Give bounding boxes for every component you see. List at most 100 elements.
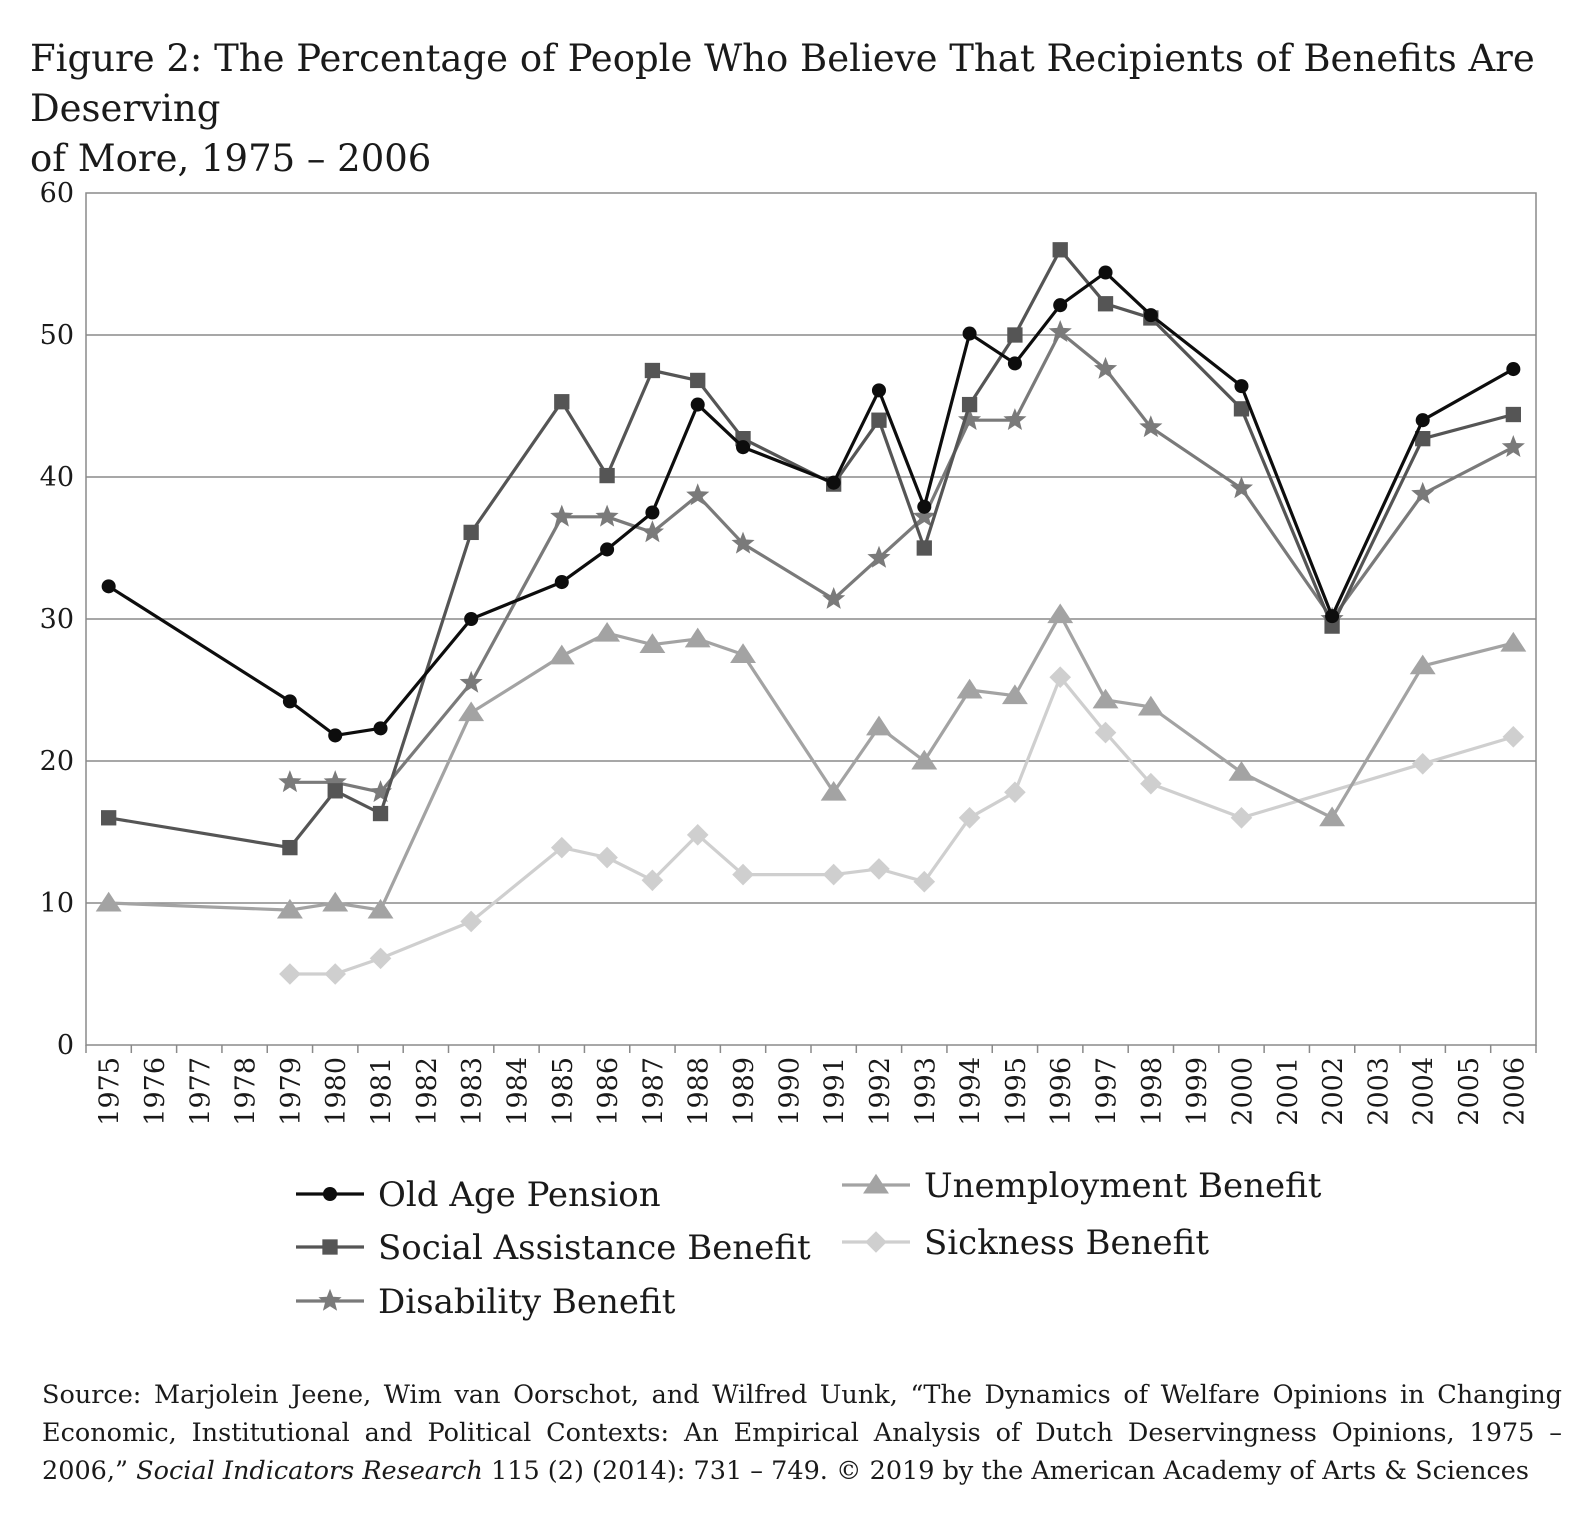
chart-title-line-2: of More, 1975 – 2006 bbox=[30, 137, 432, 180]
legend-item-social-assistance-benefit: Social Assistance Benefit bbox=[296, 1228, 811, 1268]
data-point-triangle bbox=[1137, 695, 1164, 716]
data-point-circle bbox=[328, 728, 343, 743]
data-point-triangle bbox=[1409, 654, 1436, 675]
data-point-triangle bbox=[1001, 684, 1028, 705]
data-point-diamond bbox=[686, 824, 709, 846]
legend-label: Old Age Pension bbox=[378, 1175, 661, 1215]
data-point-circle bbox=[322, 1186, 338, 1202]
series-line bbox=[289, 330, 1515, 794]
data-point-circle bbox=[690, 397, 705, 412]
series-old-age-pension bbox=[101, 265, 1521, 743]
legend-item-unemployment-benefit: Unemployment Benefit bbox=[842, 1166, 1322, 1206]
data-point-star bbox=[958, 408, 982, 430]
data-point-star bbox=[912, 504, 936, 527]
data-point-diamond bbox=[1049, 666, 1072, 689]
data-point-diamond bbox=[324, 963, 347, 985]
data-point-circle bbox=[373, 721, 388, 736]
series-unemployment-benefit bbox=[95, 603, 1527, 919]
data-point-star bbox=[1501, 435, 1525, 457]
data-point-diamond bbox=[369, 947, 392, 970]
x-tick-label: 2003 bbox=[1363, 1057, 1394, 1126]
data-point-triangle bbox=[863, 1173, 889, 1194]
legend-label: Social Assistance Benefit bbox=[378, 1228, 811, 1268]
source-journal: Social Indicators Research bbox=[136, 1456, 483, 1486]
series-line bbox=[108, 613, 1514, 912]
x-tick-label: 1993 bbox=[910, 1057, 941, 1126]
source-note: Source: Marjolein Jeene, Wim van Oorscho… bbox=[42, 1376, 1562, 1490]
data-point-star bbox=[550, 504, 574, 527]
data-point-square bbox=[1097, 296, 1114, 312]
data-point-diamond bbox=[913, 870, 936, 893]
x-tick-label: 2006 bbox=[1499, 1057, 1530, 1126]
data-point-circle bbox=[917, 499, 932, 514]
data-point-star bbox=[1094, 356, 1118, 379]
x-tick-label: 2004 bbox=[1409, 1057, 1440, 1126]
legend-item-sickness-benefit: Sickness Benefit bbox=[842, 1223, 1209, 1263]
data-point-circle bbox=[101, 579, 116, 594]
data-point-square bbox=[871, 412, 887, 428]
data-point-triangle bbox=[911, 749, 938, 770]
data-point-diamond bbox=[732, 863, 754, 886]
data-point-diamond bbox=[1502, 726, 1525, 748]
data-point-star bbox=[323, 770, 347, 793]
legend-item-disability-benefit: Disability Benefit bbox=[296, 1282, 676, 1322]
data-point-diamond bbox=[958, 807, 981, 829]
x-tick-label: 1983 bbox=[457, 1057, 488, 1126]
x-tick-label: 1989 bbox=[729, 1057, 760, 1126]
data-point-circle bbox=[1143, 308, 1158, 323]
data-point-star bbox=[822, 587, 846, 609]
data-point-star bbox=[1048, 320, 1072, 342]
line-chart: 0 10 20 30 40 50 60 1975 1976 1977 1978 1979 1980 198… bbox=[40, 178, 1537, 1322]
data-point-circle bbox=[554, 575, 569, 590]
legend-label: Sickness Benefit bbox=[924, 1223, 1209, 1263]
data-point-circle bbox=[600, 542, 615, 557]
x-tick-label: 1985 bbox=[548, 1057, 579, 1126]
data-point-square bbox=[554, 394, 570, 410]
x-tick-label: 1994 bbox=[956, 1057, 987, 1126]
data-point-triangle bbox=[548, 644, 575, 665]
x-tick-label: 2002 bbox=[1318, 1057, 1349, 1126]
data-point-diamond bbox=[1004, 781, 1026, 804]
x-tick-label: 1978 bbox=[231, 1057, 262, 1126]
data-point-square bbox=[1233, 401, 1250, 417]
x-tick-label: 1991 bbox=[820, 1057, 851, 1126]
data-point-circle bbox=[1053, 298, 1068, 313]
data-point-triangle bbox=[1228, 761, 1255, 781]
x-tick-label: 1984 bbox=[502, 1057, 533, 1126]
data-point-star bbox=[459, 670, 483, 693]
data-point-circle bbox=[871, 383, 886, 398]
data-point-triangle bbox=[367, 898, 394, 919]
y-tick-label: 0 bbox=[57, 1030, 74, 1061]
legend-item-old-age-pension: Old Age Pension bbox=[296, 1175, 661, 1215]
data-point-diamond bbox=[865, 1231, 887, 1253]
x-tick-label: 1987 bbox=[638, 1057, 669, 1126]
data-point-square bbox=[599, 467, 615, 484]
x-tick-label: 1986 bbox=[593, 1057, 624, 1126]
data-point-triangle bbox=[1500, 631, 1527, 652]
data-point-triangle bbox=[730, 643, 756, 663]
data-point-circle bbox=[282, 694, 297, 709]
x-tick-label: 1996 bbox=[1046, 1057, 1077, 1126]
data-point-diamond bbox=[1411, 753, 1434, 775]
data-point-circle bbox=[1506, 362, 1521, 377]
data-point-square bbox=[101, 810, 117, 826]
data-point-diamond bbox=[822, 863, 845, 886]
data-point-star bbox=[1139, 415, 1163, 438]
data-point-square bbox=[1052, 242, 1068, 258]
x-tick-label: 1976 bbox=[140, 1057, 171, 1126]
data-point-square bbox=[644, 362, 661, 379]
data-point-star bbox=[595, 504, 619, 527]
y-tick-label: 60 bbox=[40, 178, 74, 209]
data-point-triangle bbox=[684, 627, 711, 648]
x-tick-label: 1975 bbox=[95, 1057, 126, 1126]
data-point-square bbox=[327, 783, 343, 799]
x-tick-label: 2005 bbox=[1454, 1057, 1485, 1126]
data-point-star bbox=[1229, 476, 1253, 499]
data-point-diamond bbox=[460, 910, 482, 933]
x-tick-label: 1992 bbox=[865, 1057, 896, 1126]
x-tick-label: 2000 bbox=[1227, 1057, 1258, 1126]
data-point-diamond bbox=[1094, 721, 1117, 744]
data-point-triangle bbox=[956, 678, 983, 699]
x-tick-label: 1995 bbox=[1001, 1057, 1032, 1126]
x-tick-label: 1990 bbox=[774, 1057, 805, 1126]
